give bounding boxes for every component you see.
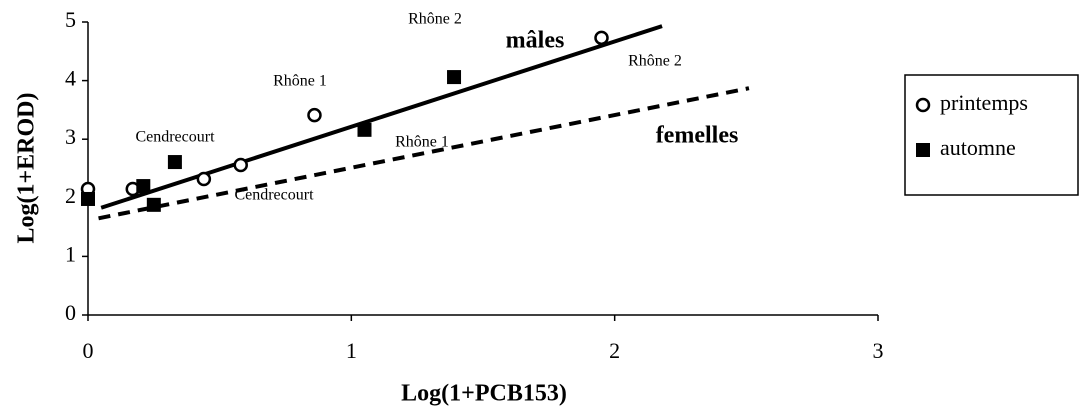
legend-label: automne: [940, 135, 1016, 160]
fit-line: [98, 86, 750, 221]
point: [167, 155, 182, 170]
legend-label: printemps: [940, 90, 1028, 115]
y-tick-label: 2: [65, 183, 76, 208]
legend-marker: [916, 143, 930, 157]
x-tick-label: 1: [346, 338, 357, 363]
y-axis-label: Log(1+EROD): [14, 92, 40, 243]
point: [233, 157, 248, 173]
fit-line: [100, 24, 663, 210]
point: [146, 197, 161, 212]
point: [307, 107, 322, 123]
point: [594, 30, 609, 46]
x-tick-label: 0: [83, 338, 94, 363]
annotation: Rhône 2: [408, 11, 462, 28]
point: [81, 191, 95, 206]
y-tick-label: 5: [65, 7, 76, 32]
annotation: Rhône 1: [273, 73, 327, 90]
y-tick-label: 4: [65, 66, 76, 91]
point: [196, 171, 212, 187]
y-tick-label: 1: [65, 241, 76, 266]
legend-marker: [915, 97, 931, 113]
point: [447, 70, 462, 85]
annotation: Cendrecourt: [135, 129, 215, 146]
annotation: Cendrecourt: [234, 187, 314, 204]
y-tick-label: 3: [65, 124, 76, 149]
annotation: femelles: [656, 123, 739, 149]
point: [136, 179, 151, 194]
x-tick-label: 3: [873, 338, 884, 363]
annotation: mâles: [506, 28, 565, 54]
x-tick-label: 2: [609, 338, 620, 363]
annotation: Rhône 1: [395, 134, 449, 151]
point: [357, 122, 372, 137]
x-axis-label: Log(1+PCB153): [401, 381, 567, 407]
y-tick-label: 0: [65, 300, 76, 325]
legend-box: [904, 74, 1079, 196]
annotation: Rhône 2: [628, 53, 682, 70]
